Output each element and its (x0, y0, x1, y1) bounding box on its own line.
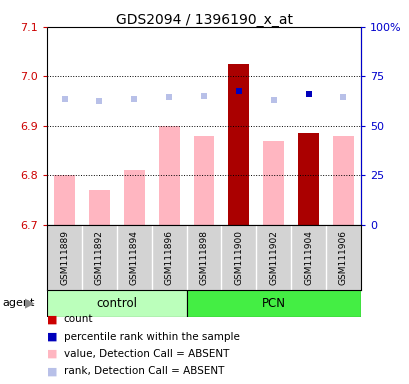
Text: GSM111892: GSM111892 (95, 230, 103, 285)
Text: percentile rank within the sample: percentile rank within the sample (63, 332, 239, 342)
Text: GSM111904: GSM111904 (303, 230, 312, 285)
Bar (47, 290, 186, 317)
Bar (193, 136, 214, 225)
Text: ■: ■ (47, 314, 58, 324)
Text: GSM111900: GSM111900 (234, 230, 243, 285)
Text: rank, Detection Call = ABSENT: rank, Detection Call = ABSENT (63, 366, 223, 376)
Bar (158, 126, 179, 225)
Text: GSM111906: GSM111906 (338, 230, 347, 285)
Text: GDS2094 / 1396190_x_at: GDS2094 / 1396190_x_at (116, 13, 293, 27)
Text: GSM111898: GSM111898 (199, 230, 208, 285)
Text: ▶: ▶ (25, 297, 35, 310)
Bar (89, 190, 110, 225)
Text: control: control (96, 297, 137, 310)
Bar (263, 141, 283, 225)
Text: GSM111894: GSM111894 (130, 230, 138, 285)
Text: PCN: PCN (261, 297, 285, 310)
Bar (297, 133, 318, 225)
Text: value, Detection Call = ABSENT: value, Detection Call = ABSENT (63, 349, 228, 359)
Text: ■: ■ (47, 332, 58, 342)
Text: GSM111896: GSM111896 (164, 230, 173, 285)
Bar (228, 64, 249, 225)
Text: count: count (63, 314, 93, 324)
Text: ■: ■ (47, 349, 58, 359)
Text: GSM111902: GSM111902 (269, 230, 277, 285)
Bar (54, 175, 75, 225)
Bar (186, 290, 360, 317)
Text: ■: ■ (47, 366, 58, 376)
Text: agent: agent (2, 298, 34, 308)
Bar (332, 136, 353, 225)
Text: GSM111889: GSM111889 (60, 230, 69, 285)
Bar (124, 170, 144, 225)
